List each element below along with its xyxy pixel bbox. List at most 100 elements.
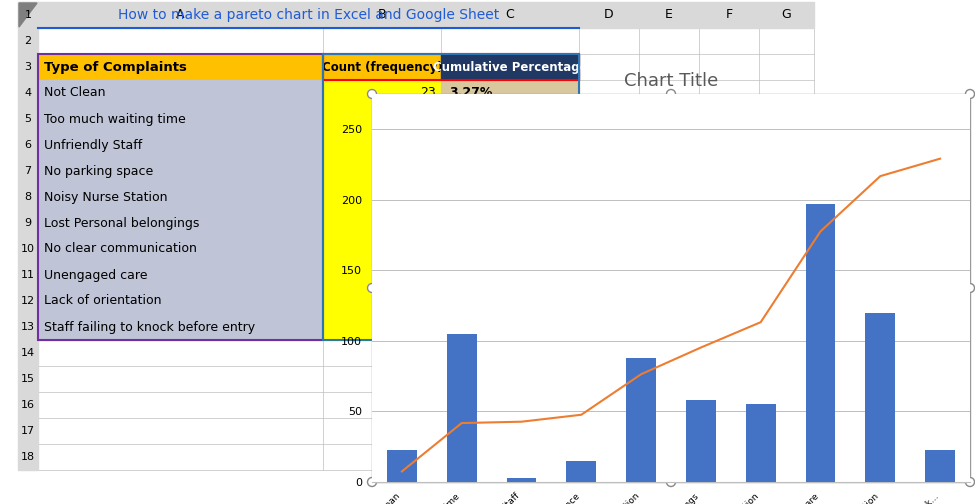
Text: 18: 18 bbox=[20, 452, 35, 462]
Text: 1: 1 bbox=[24, 10, 31, 20]
Bar bbox=[323, 288, 441, 314]
Text: Too much waiting time: Too much waiting time bbox=[44, 112, 186, 125]
Bar bbox=[38, 236, 323, 262]
Circle shape bbox=[368, 283, 376, 292]
Text: 17: 17 bbox=[20, 426, 35, 436]
Bar bbox=[18, 184, 38, 210]
Text: 9: 9 bbox=[24, 218, 31, 228]
Text: 3: 3 bbox=[24, 62, 31, 72]
Text: How to make a pareto chart in Excel and Google Sheet: How to make a pareto chart in Excel and … bbox=[118, 8, 499, 22]
Text: Lost Personal belongings: Lost Personal belongings bbox=[44, 217, 199, 229]
Text: Unengaged care: Unengaged care bbox=[44, 269, 147, 282]
Text: Count (frequency): Count (frequency) bbox=[322, 60, 443, 74]
Bar bbox=[18, 366, 38, 392]
Bar bbox=[387, 450, 417, 482]
Bar bbox=[18, 2, 38, 28]
Bar bbox=[441, 288, 579, 314]
Bar bbox=[441, 314, 579, 340]
Text: Lack of orientation: Lack of orientation bbox=[44, 294, 162, 307]
Bar bbox=[38, 2, 323, 28]
Bar bbox=[18, 2, 814, 470]
Bar bbox=[38, 288, 323, 314]
Text: 11: 11 bbox=[21, 270, 35, 280]
Bar bbox=[323, 262, 441, 288]
Text: No clear communication: No clear communication bbox=[44, 242, 197, 256]
Bar bbox=[323, 314, 441, 340]
Bar bbox=[441, 184, 579, 210]
Text: 6: 6 bbox=[24, 140, 31, 150]
Bar bbox=[18, 444, 38, 470]
Circle shape bbox=[965, 90, 974, 98]
Bar bbox=[323, 54, 579, 80]
Bar bbox=[441, 132, 579, 158]
Bar bbox=[38, 54, 323, 340]
Text: No parking space: No parking space bbox=[44, 164, 153, 177]
Bar bbox=[38, 184, 323, 210]
Circle shape bbox=[368, 477, 376, 486]
Bar bbox=[38, 106, 323, 132]
Bar bbox=[323, 236, 441, 262]
Bar bbox=[18, 392, 38, 418]
Bar bbox=[38, 314, 323, 340]
Text: 8: 8 bbox=[24, 192, 31, 202]
Bar bbox=[441, 158, 579, 184]
Text: A: A bbox=[176, 9, 184, 22]
Bar bbox=[566, 461, 597, 482]
Bar bbox=[18, 314, 38, 340]
Text: 23: 23 bbox=[420, 87, 436, 99]
Title: Chart Title: Chart Title bbox=[624, 72, 719, 90]
Circle shape bbox=[965, 283, 974, 292]
Bar bbox=[323, 210, 441, 236]
Text: F: F bbox=[725, 9, 732, 22]
Bar bbox=[38, 80, 323, 106]
Text: 5: 5 bbox=[24, 114, 31, 124]
Circle shape bbox=[965, 477, 974, 486]
Bar bbox=[18, 210, 38, 236]
Bar bbox=[759, 2, 814, 28]
Bar bbox=[18, 236, 38, 262]
Bar bbox=[18, 132, 38, 158]
Bar bbox=[18, 106, 38, 132]
Bar bbox=[38, 132, 323, 158]
Bar bbox=[323, 80, 441, 106]
Polygon shape bbox=[19, 3, 37, 27]
Bar bbox=[18, 418, 38, 444]
Bar bbox=[805, 204, 836, 482]
Circle shape bbox=[667, 477, 676, 486]
Bar bbox=[18, 2, 38, 28]
Bar bbox=[579, 2, 639, 28]
Text: Type of Complaints: Type of Complaints bbox=[44, 60, 187, 74]
Text: C: C bbox=[506, 9, 515, 22]
Bar bbox=[323, 54, 441, 80]
Bar bbox=[323, 132, 441, 158]
Bar bbox=[441, 236, 579, 262]
Bar bbox=[441, 80, 579, 106]
Text: 12: 12 bbox=[20, 296, 35, 306]
Bar bbox=[18, 80, 38, 106]
Bar bbox=[18, 288, 38, 314]
Text: Not Clean: Not Clean bbox=[44, 87, 105, 99]
Bar bbox=[441, 210, 579, 236]
Bar bbox=[441, 54, 579, 80]
Text: Cumulative Percentage: Cumulative Percentage bbox=[433, 60, 587, 74]
Bar bbox=[626, 358, 656, 482]
Text: 13: 13 bbox=[21, 322, 35, 332]
Bar bbox=[441, 106, 579, 132]
Text: E: E bbox=[665, 9, 673, 22]
Bar bbox=[507, 478, 536, 482]
Bar bbox=[866, 312, 895, 482]
Text: 2: 2 bbox=[24, 36, 31, 46]
Text: D: D bbox=[604, 9, 614, 22]
Circle shape bbox=[368, 90, 376, 98]
Circle shape bbox=[667, 90, 676, 98]
Bar bbox=[639, 2, 699, 28]
Bar bbox=[323, 158, 441, 184]
Bar bbox=[38, 210, 323, 236]
Bar bbox=[323, 2, 441, 28]
Bar bbox=[925, 450, 956, 482]
Text: Noisy Nurse Station: Noisy Nurse Station bbox=[44, 191, 168, 204]
Bar bbox=[441, 262, 579, 288]
Bar bbox=[441, 2, 579, 28]
Bar bbox=[323, 184, 441, 210]
Bar bbox=[18, 262, 38, 288]
